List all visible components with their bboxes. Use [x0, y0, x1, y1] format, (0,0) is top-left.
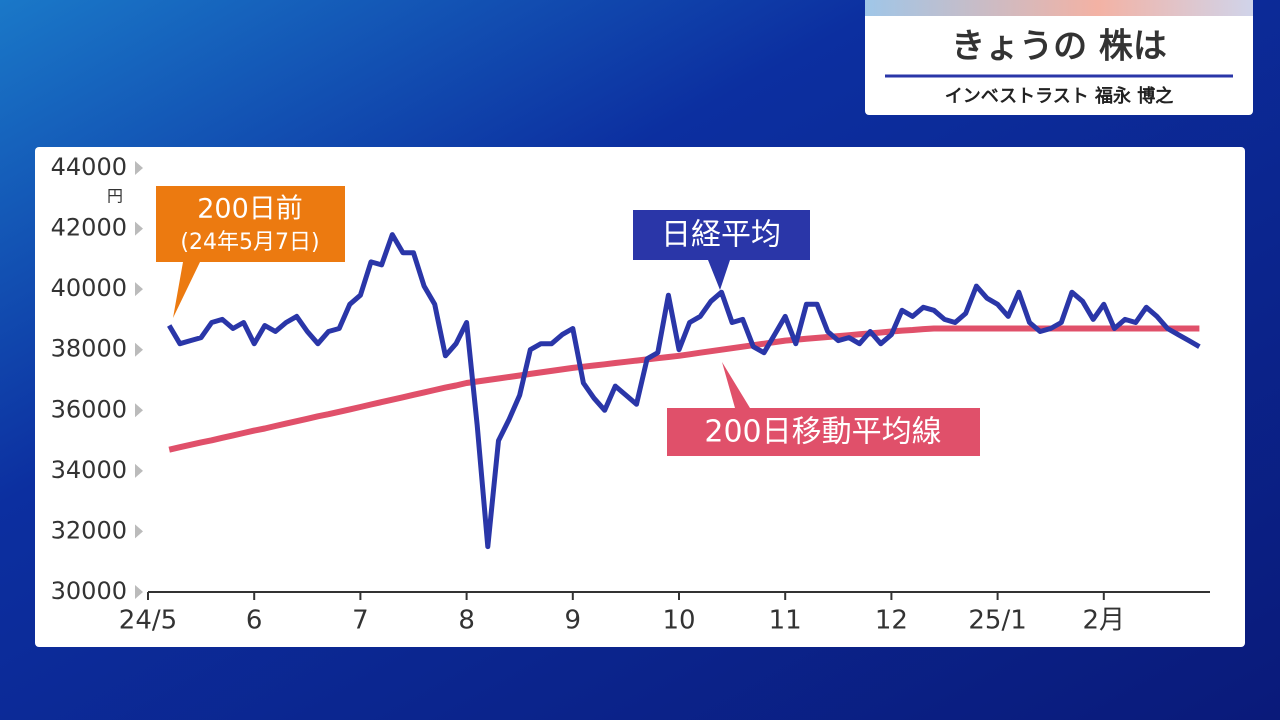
y-tick-label: 38000 — [51, 335, 127, 363]
x-tick-label: 2月 — [1083, 606, 1126, 636]
y-tick-label: 44000 — [51, 153, 127, 181]
legend-label: 日経平均 — [661, 218, 781, 253]
y-tick — [135, 463, 143, 478]
y-tick-label: 42000 — [51, 214, 127, 242]
x-tick-label: 11 — [769, 606, 802, 636]
x-tick-label: 24/5 — [119, 606, 177, 636]
callout-ma: 200日移動平均線 — [667, 362, 980, 456]
header-strip — [865, 0, 1253, 16]
x-tick-label: 7 — [352, 606, 369, 636]
y-tick-label: 40000 — [51, 274, 127, 302]
y-tick — [135, 282, 143, 297]
callout-box — [667, 362, 980, 456]
series-line — [168, 325, 1200, 453]
y-unit: 円 — [107, 187, 123, 206]
x-tick-label: 6 — [246, 606, 263, 636]
x-tick-label: 8 — [458, 606, 475, 636]
y-tick — [135, 403, 143, 418]
y-tick-label: 32000 — [51, 516, 127, 544]
y-tick — [135, 161, 143, 175]
y-tick — [135, 342, 143, 357]
callout-nikkei: 日経平均 — [633, 210, 810, 290]
y-tick-label: 30000 — [51, 577, 127, 605]
callout-box — [156, 186, 345, 318]
header-box — [865, 0, 1253, 115]
header: きょうの 株は インベストラスト 福永 博之 — [865, 0, 1253, 115]
y-tick-label: 34000 — [51, 456, 127, 484]
header-subtitle: インベストラスト 福永 博之 — [945, 85, 1174, 107]
x-tick-label: 12 — [875, 606, 908, 636]
x-tick-label: 25/1 — [968, 606, 1026, 636]
plot: 30000 32000 34000 36000 38000 40000 42000 44000… — [51, 153, 1201, 636]
callout-start: 200日前 (24年5月7日) — [156, 186, 345, 318]
annotation: 200日前 — [197, 194, 303, 225]
series-line — [167, 232, 1201, 550]
y-tick-label: 36000 — [51, 395, 127, 423]
y-tick — [135, 585, 143, 599]
annotation: (24年5月7日) — [180, 230, 319, 255]
x-tick-label: 9 — [565, 606, 582, 636]
header-title: きょうの 株は — [951, 27, 1167, 67]
legend-label: 200日移動平均線 — [704, 415, 941, 450]
callout-box — [633, 210, 810, 290]
y-tick — [135, 221, 143, 236]
x-tick-label: 10 — [662, 606, 695, 636]
y-tick — [135, 524, 143, 539]
